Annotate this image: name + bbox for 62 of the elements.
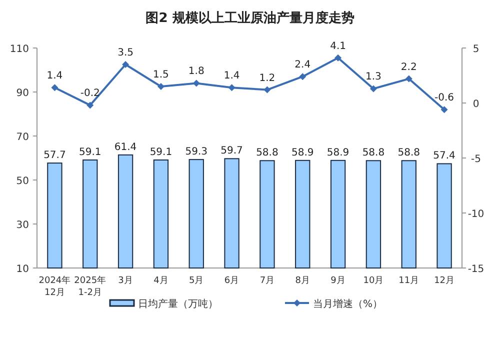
data-label: 58.8 (256, 148, 278, 159)
point (299, 73, 306, 80)
x-tick-label: 11月 (398, 276, 420, 286)
data-label: 3.5 (118, 48, 134, 58)
data-label: 57.7 (44, 150, 66, 162)
x-tick-label: 4月 (154, 276, 168, 286)
data-label: 1.3 (366, 72, 382, 83)
data-label: -0.6 (434, 92, 454, 104)
point (228, 84, 236, 92)
point (122, 61, 130, 68)
data-label: 1.8 (188, 66, 204, 78)
data-label: 1.5 (153, 70, 169, 80)
y2-tick-label: 0 (472, 99, 480, 110)
data-label: 59.1 (150, 146, 172, 158)
y-tick-label: 90 (16, 88, 29, 99)
data-label: 59.7 (220, 146, 243, 157)
x-tick-label: 8月 (295, 276, 310, 286)
x-tick-label: 10月 (363, 276, 384, 286)
data-label: 61.4 (114, 142, 137, 153)
data-label: 58.8 (362, 148, 385, 159)
x-tick-label: 2024年 12月 (38, 275, 71, 298)
y-tick-label: 50 (16, 176, 29, 187)
x-tick-label: 3月 (118, 276, 133, 286)
data-label: 1.2 (259, 72, 276, 84)
legend-label: 当月增速（%） (313, 298, 383, 310)
x-tick-label: 7月 (260, 276, 275, 286)
data-label: 58.8 (398, 148, 420, 159)
point (264, 86, 271, 94)
x-tick-label: 9月 (330, 276, 346, 286)
x-tick-label: 5月 (189, 276, 204, 286)
point (157, 83, 164, 90)
y-tick-label: 70 (16, 132, 29, 143)
data-label: 1.4 (46, 70, 63, 82)
y-tick-label: 10 (16, 264, 29, 275)
x-tick-label: 2025年 1-2月 (74, 275, 106, 298)
point (192, 80, 200, 87)
data-label: 57.4 (433, 150, 456, 162)
y2-tick-label: 5 (472, 44, 480, 55)
y-tick-label: 30 (16, 220, 29, 231)
legend-label: 日均产量（万吨） (138, 298, 218, 310)
y2-tick-label: -10 (468, 209, 484, 220)
point (440, 106, 448, 114)
data-label: 4.1 (330, 40, 346, 52)
point (86, 102, 94, 109)
point (51, 84, 58, 92)
data-label: 58.9 (291, 147, 314, 158)
data-label: 1.4 (224, 70, 240, 82)
y2-tick-label: -15 (468, 264, 484, 275)
data-label: 59.3 (185, 146, 208, 158)
point (370, 85, 377, 92)
y2-tick-label: -5 (471, 154, 481, 165)
data-label: -0.2 (80, 88, 100, 100)
chart-title: 图2 规模以上工业原油产量月度走势 (146, 10, 354, 26)
y-tick-label: 110 (10, 44, 29, 55)
data-label: 2.4 (294, 60, 311, 71)
data-label: 59.1 (78, 146, 102, 158)
x-tick-label: 6月 (224, 276, 240, 286)
x-tick-label: 12月 (434, 276, 455, 286)
data-label: 58.9 (326, 147, 350, 158)
point (334, 54, 342, 62)
point (405, 75, 412, 82)
data-label: 2.2 (400, 62, 417, 73)
